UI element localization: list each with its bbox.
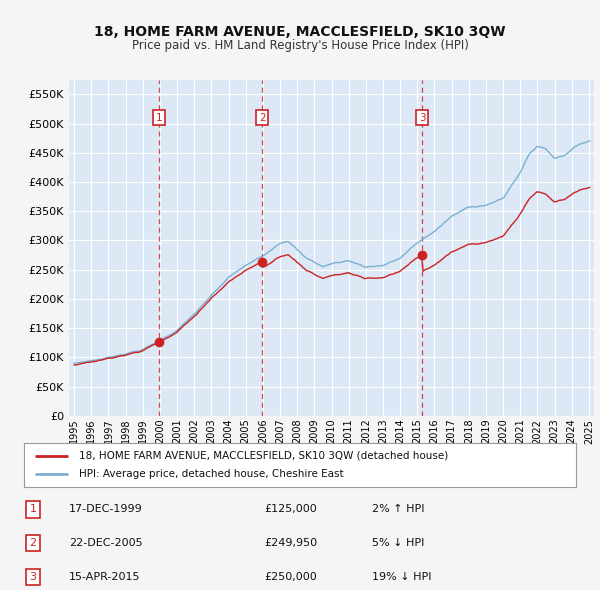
Text: HPI: Average price, detached house, Cheshire East: HPI: Average price, detached house, Ches… xyxy=(79,470,344,479)
Text: Price paid vs. HM Land Registry's House Price Index (HPI): Price paid vs. HM Land Registry's House … xyxy=(131,39,469,52)
Text: 18, HOME FARM AVENUE, MACCLESFIELD, SK10 3QW (detached house): 18, HOME FARM AVENUE, MACCLESFIELD, SK10… xyxy=(79,451,448,461)
Text: £250,000: £250,000 xyxy=(264,572,317,582)
Text: 3: 3 xyxy=(419,113,425,123)
Text: 22-DEC-2005: 22-DEC-2005 xyxy=(69,538,143,548)
Text: 2% ↑ HPI: 2% ↑ HPI xyxy=(372,504,425,514)
Text: 17-DEC-1999: 17-DEC-1999 xyxy=(69,504,143,514)
Text: 3: 3 xyxy=(29,572,37,582)
Text: 19% ↓ HPI: 19% ↓ HPI xyxy=(372,572,431,582)
Text: £249,950: £249,950 xyxy=(264,538,317,548)
Text: 1: 1 xyxy=(156,113,163,123)
Text: 18, HOME FARM AVENUE, MACCLESFIELD, SK10 3QW: 18, HOME FARM AVENUE, MACCLESFIELD, SK10… xyxy=(94,25,506,39)
Text: £125,000: £125,000 xyxy=(264,504,317,514)
Text: 2: 2 xyxy=(29,538,37,548)
Text: 2: 2 xyxy=(259,113,266,123)
Text: 5% ↓ HPI: 5% ↓ HPI xyxy=(372,538,424,548)
Text: 15-APR-2015: 15-APR-2015 xyxy=(69,572,140,582)
Text: 1: 1 xyxy=(29,504,37,514)
